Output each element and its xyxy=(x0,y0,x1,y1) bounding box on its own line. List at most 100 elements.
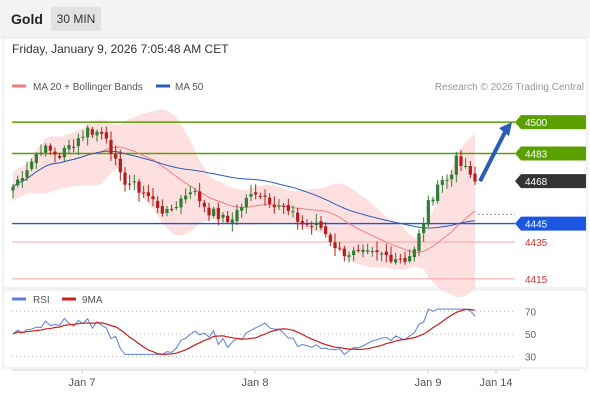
price-label-4468: 4468 xyxy=(525,177,548,188)
candle-body xyxy=(30,161,34,169)
candle-body xyxy=(375,250,379,253)
symbol-title: Gold xyxy=(11,11,43,27)
price-label-4468-bg xyxy=(515,174,586,189)
price-label-4500-bg xyxy=(515,115,586,130)
candle-body xyxy=(361,249,365,253)
candle-body xyxy=(249,193,253,197)
candle-body xyxy=(39,152,43,154)
candle-body xyxy=(268,197,272,204)
price-pane-frame xyxy=(2,37,588,289)
x-tick-label: Jan 14 xyxy=(479,377,512,389)
candle-body xyxy=(11,186,15,191)
candle-body xyxy=(459,156,463,166)
candle-body xyxy=(356,249,360,251)
rsi-ma9-line xyxy=(12,308,476,356)
candle-body xyxy=(440,180,444,185)
candle-body xyxy=(412,249,416,258)
candle-body xyxy=(286,205,290,211)
rsi-tick-30: 30 xyxy=(525,353,537,364)
rsi-tick-50: 50 xyxy=(525,330,537,341)
candle-body xyxy=(53,151,57,155)
candle-body xyxy=(464,165,468,167)
candle-body xyxy=(235,210,239,222)
candle-body xyxy=(62,147,66,158)
candle-body xyxy=(310,225,314,227)
timestamp: Friday, January 9, 2026 7:05:48 AM CET xyxy=(12,42,229,56)
candle-body xyxy=(188,192,192,195)
candle-body xyxy=(408,256,412,262)
candle-body xyxy=(305,223,309,225)
candle-body xyxy=(226,215,230,223)
rsi-tick-70: 70 xyxy=(525,307,537,318)
candle-body xyxy=(109,140,113,155)
candle-body xyxy=(338,247,342,249)
candle-body xyxy=(333,242,337,249)
x-tick-label: Jan 9 xyxy=(415,377,442,389)
candle-body xyxy=(230,219,234,224)
candle-body xyxy=(263,195,267,197)
rsi-pane-frame xyxy=(2,289,588,369)
key-levels xyxy=(12,121,515,280)
price-label-4415: 4415 xyxy=(525,275,548,286)
candle-body xyxy=(244,197,248,208)
candle-body xyxy=(328,234,332,242)
candle-body xyxy=(240,207,244,211)
candle-body xyxy=(151,196,155,200)
time-axis: Jan 7 Jan 8 Jan 9 Jan 14 xyxy=(69,370,513,389)
candle-body xyxy=(100,131,104,134)
candle-body xyxy=(34,154,38,164)
x-tick-label: Jan 8 xyxy=(242,377,269,389)
price-label-4445: 4445 xyxy=(525,220,548,231)
candle-body xyxy=(473,173,477,182)
candle-body xyxy=(422,223,426,234)
chart-header: Gold 30 MIN xyxy=(0,0,590,38)
candle-body xyxy=(76,138,80,147)
price-label-4435: 4435 xyxy=(525,238,548,249)
candle-body xyxy=(454,155,458,175)
candle-body xyxy=(123,172,127,185)
candle-body xyxy=(282,205,286,207)
credit-label: Research © 2026 Trading Central xyxy=(435,82,584,93)
x-tick-label: Jan 7 xyxy=(69,377,96,389)
candle-body xyxy=(58,155,62,158)
ma20-legend-label: MA 20 + Bollinger Bands xyxy=(33,82,143,93)
candle-body xyxy=(403,257,407,262)
candle-body xyxy=(160,206,164,214)
candle-body xyxy=(417,233,421,251)
candle-body xyxy=(366,250,370,252)
candle-body xyxy=(118,158,122,173)
candle-body xyxy=(389,254,393,262)
price-label-4500: 4500 xyxy=(525,118,548,129)
price-label-4483-bg xyxy=(515,146,586,161)
moving-averages xyxy=(12,146,476,253)
candle-body xyxy=(179,198,183,208)
candle-body xyxy=(72,146,76,148)
rsi-lines: 70 50 30 xyxy=(12,307,537,364)
ma50-legend-label: MA 50 xyxy=(175,82,204,93)
candle-body xyxy=(198,191,202,202)
candle-body xyxy=(394,259,398,263)
price-label-4445-bg xyxy=(515,216,586,231)
forecast-arrow-shaft xyxy=(478,129,508,183)
candle-body xyxy=(314,222,318,226)
candle-body xyxy=(165,208,169,213)
candle-body xyxy=(384,251,388,256)
candle-body xyxy=(170,208,174,210)
candle-body xyxy=(445,179,449,181)
candle-body xyxy=(202,202,206,207)
candle-body xyxy=(319,221,323,228)
candle-body xyxy=(216,207,220,220)
candle-body xyxy=(25,170,29,178)
candle-body xyxy=(156,200,160,208)
candle-body xyxy=(44,145,48,153)
ma9-legend-label: 9MA xyxy=(82,295,103,306)
candle-body xyxy=(90,129,94,135)
candle-body xyxy=(67,144,71,150)
price-label-4483: 4483 xyxy=(525,149,548,160)
candle-body xyxy=(426,200,430,225)
candle-body xyxy=(342,248,346,257)
candle-body xyxy=(258,195,262,197)
timeframe-button[interactable]: 30 MIN xyxy=(51,7,101,31)
